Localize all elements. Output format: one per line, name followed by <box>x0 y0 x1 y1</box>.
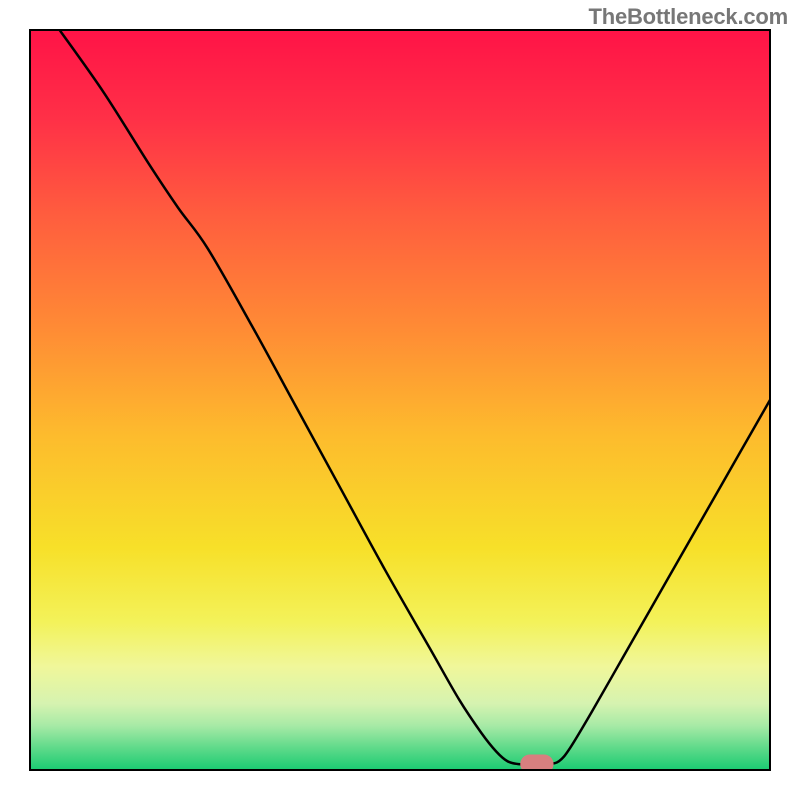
chart-container: TheBottleneck.com <box>0 0 800 800</box>
watermark-text: TheBottleneck.com <box>588 4 788 30</box>
plot-area <box>30 30 770 774</box>
gradient-background <box>30 30 770 770</box>
chart-svg <box>0 0 800 800</box>
